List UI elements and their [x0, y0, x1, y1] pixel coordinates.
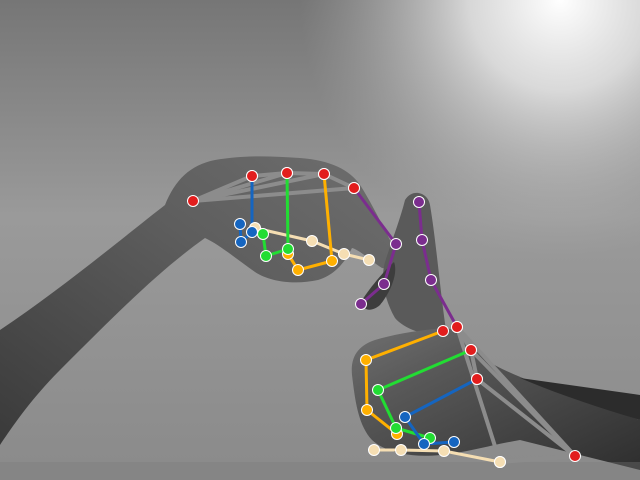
lower-hand-palm-bone	[455, 325, 502, 464]
lower-hand-middle-bone	[376, 348, 473, 392]
upper-hand-index-bone	[322, 172, 334, 263]
lower-hand-index-joint	[361, 404, 373, 416]
upper-hand-middle-joint	[260, 250, 272, 262]
upper-hand-thumb-joint	[363, 254, 375, 266]
lower-hand-ring-joint	[399, 411, 411, 423]
lower-hand-pinky-joint	[416, 234, 428, 246]
lower-hand-palm-bone	[469, 348, 577, 458]
upper-hand-ring-joint	[246, 226, 258, 238]
lower-hand-pinky-joint	[413, 196, 425, 208]
upper-hand-middle-joint	[257, 228, 269, 240]
upper-hand-pinky-bone	[352, 186, 398, 246]
lower-hand-thumb-bone	[399, 448, 446, 453]
upper-hand-palm-bone	[191, 172, 326, 203]
floor-band	[0, 462, 640, 480]
lower-hand-palm-bone	[498, 454, 577, 464]
lower-hand-thumb-joint	[395, 444, 407, 456]
lower-hand-index-bone	[364, 329, 445, 362]
lower-hand-middle-joint	[390, 422, 402, 434]
lower-hand-index-joint	[437, 325, 449, 337]
lower-hand-thumb-joint	[368, 444, 380, 456]
lower-arm	[520, 378, 640, 420]
lower-hand-ring-bone	[403, 377, 479, 419]
lower-hand	[351, 328, 640, 470]
lower-hand-thumb-joint	[494, 456, 506, 468]
lower-hand-thumb-bone	[442, 449, 502, 464]
upper-hand-palm-bone	[191, 186, 356, 203]
upper-hand-pinky-joint	[378, 278, 390, 290]
upper-hand-ring-joint	[234, 218, 246, 230]
lower-hand-pinky-bone	[420, 238, 433, 282]
upper-hand-middle-joint	[282, 243, 294, 255]
lower-hand-pinky-joint	[451, 321, 463, 333]
upper-hand-index-joint	[292, 264, 304, 276]
upper-hand-ring-joint	[235, 236, 247, 248]
upper-hand-pinky-bone	[382, 242, 398, 286]
upper-hand-index-joint	[326, 255, 338, 267]
lower-hand-palm-bone	[475, 377, 577, 458]
upper-hand-palm-bone	[285, 171, 326, 176]
upper-hand-pinky-joint	[355, 298, 367, 310]
lower-hand-middle-joint	[465, 344, 477, 356]
lower-hand-pinky-joint	[425, 274, 437, 286]
lower-hand-thumb-joint	[438, 445, 450, 457]
upper-hand-pinky-joint	[348, 182, 360, 194]
lower-hand-middle-bone	[376, 388, 398, 430]
upper-hand-thumb-joint	[338, 248, 350, 260]
upper-hand-thumb-joint	[306, 235, 318, 247]
lower-hand-pinky-bone	[417, 200, 424, 242]
lower-hand-palm-joint	[569, 450, 581, 462]
upper-hand-ring-joint	[246, 170, 258, 182]
lower-hand-ring-joint	[448, 436, 460, 448]
pointing-finger	[383, 192, 452, 337]
lower-hand-ring-joint	[471, 373, 483, 385]
skeleton-joints	[187, 167, 581, 468]
upper-arm	[0, 156, 397, 445]
upper-hand-middle-bone	[285, 171, 290, 251]
lower-hand-index-joint	[360, 354, 372, 366]
lower-hand-pinky-bone	[429, 278, 459, 329]
lower-hand-ring-joint	[418, 438, 430, 450]
lower-hand-middle-joint	[372, 384, 384, 396]
upper-hand-index-joint	[318, 168, 330, 180]
upper-hand-middle-joint	[281, 167, 293, 179]
lower-hand-index-bone	[364, 358, 369, 412]
upper-hand-palm-joint	[187, 195, 199, 207]
upper-hand-pinky-joint	[390, 238, 402, 250]
